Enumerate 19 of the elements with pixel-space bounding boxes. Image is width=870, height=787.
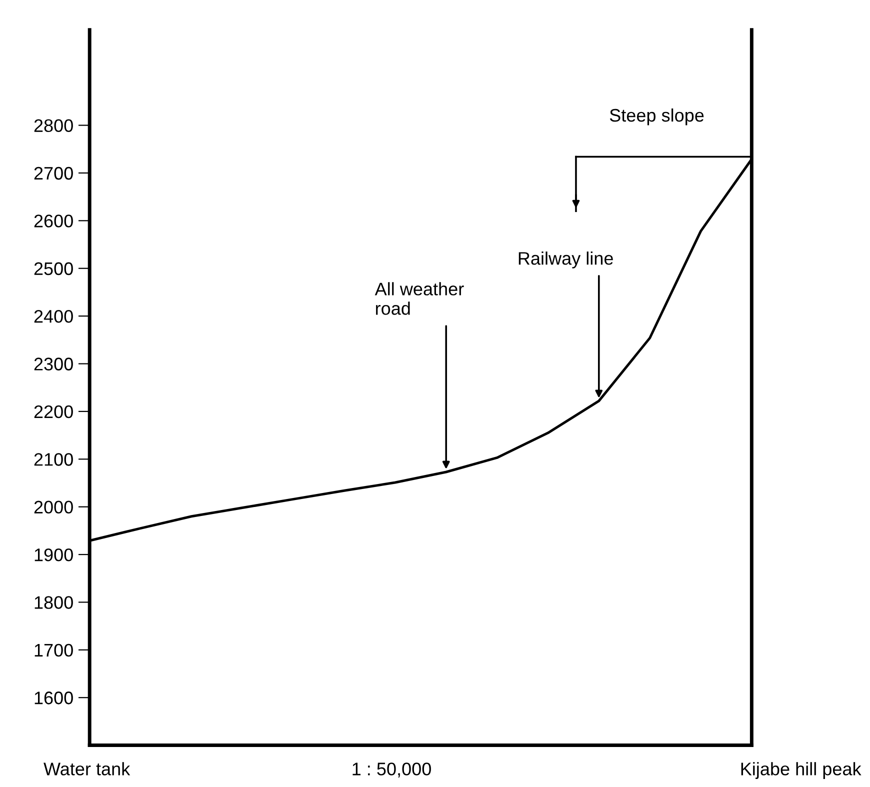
y-tick-label: 2100: [34, 453, 73, 466]
y-tick-label: 2500: [34, 262, 73, 276]
y-tick-label: 2800: [34, 119, 73, 132]
y-tick-label: 2000: [34, 500, 73, 514]
y-tick-label: 1600: [34, 692, 73, 704]
y-tick-label: 1700: [34, 644, 73, 657]
y-tick-label: 2400: [34, 310, 73, 323]
y-tick-label: 1900: [34, 548, 73, 562]
y-tick-label: 1800: [34, 596, 73, 609]
y-tick-label: 2200: [34, 405, 73, 418]
text: Kijabe hill peak: [741, 762, 862, 779]
annotation: All weather road: [374, 282, 464, 315]
text: 1 : 50,000: [352, 762, 431, 778]
annotation: Railway line: [518, 252, 613, 268]
y-tick-label: 2600: [34, 214, 73, 228]
text: Water tank: [44, 762, 130, 776]
y-tick-label: 2700: [34, 166, 73, 180]
annotation: Steep slope: [610, 108, 704, 126]
y-tick-label: 2300: [34, 358, 73, 370]
